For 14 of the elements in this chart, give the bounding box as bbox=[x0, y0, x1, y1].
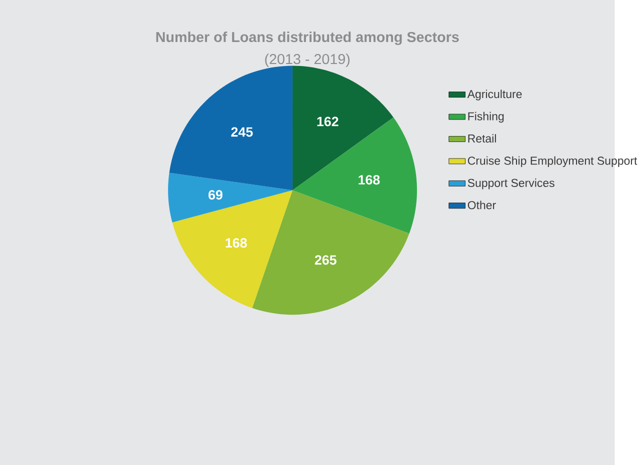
legend-label: Fishing bbox=[468, 112, 504, 122]
legend-label: Retail bbox=[468, 134, 496, 142]
data-label: 245 bbox=[231, 127, 253, 137]
chart-subtitle: (2013 - 2019) bbox=[265, 53, 350, 67]
chart-title: Number of Loans distributed among Sectors bbox=[156, 31, 459, 45]
data-label: 168 bbox=[226, 238, 247, 248]
data-label: 69 bbox=[208, 190, 222, 200]
legend-label: Support Services bbox=[468, 178, 554, 190]
legend-label: Cruise Ship Employment Support bbox=[468, 156, 638, 167]
data-label: 265 bbox=[314, 255, 336, 265]
legend-label: Other bbox=[468, 200, 496, 210]
data-label: 168 bbox=[358, 174, 380, 184]
legend-label: Agriculture bbox=[467, 90, 522, 100]
data-label: 162 bbox=[317, 116, 338, 126]
